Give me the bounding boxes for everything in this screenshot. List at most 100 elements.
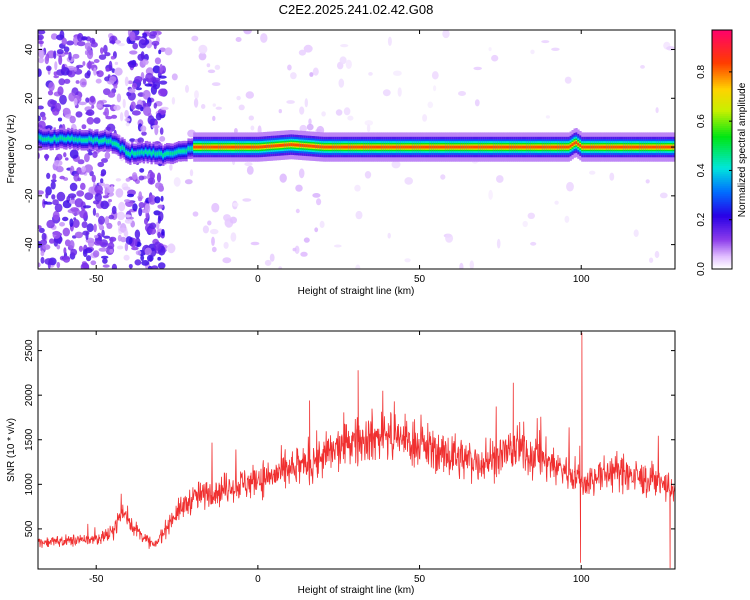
heatmap-cell [146,227,152,234]
heatmap-cell [519,145,522,149]
heatmap-cell [82,61,86,66]
heatmap-cell [141,131,147,136]
heatmap-cell [223,214,231,222]
colorbar-segment [712,205,732,208]
colorbar-segment [712,231,732,234]
colorbar-segment [712,233,732,236]
heatmap-cell [82,138,85,142]
heatmap-cell [110,55,116,60]
heatmap-cell [171,152,175,156]
heatmap-cell [145,72,154,83]
colorbar-segment [712,141,732,145]
heatmap-cell [398,145,402,149]
heatmap-cell [321,145,324,149]
heatmap-ytick-label: -40 [24,237,35,252]
colorbar-segment [712,193,732,196]
heatmap-cell [214,64,221,70]
snr-xtick-label: 0 [255,574,261,585]
heatmap-cell [58,55,63,66]
heatmap-cell [135,250,142,256]
heatmap-cell [382,89,391,97]
heatmap-cell [166,151,169,155]
heatmap-cell [158,88,168,95]
heatmap-cell [274,144,277,148]
heatmap-cell [528,145,532,149]
heatmap-cell [38,105,44,110]
heatmap-cell [486,145,489,149]
heatmap-cell [105,67,110,72]
colorbar-segment [712,53,732,57]
heatmap-cell [198,44,208,54]
heatmap-cell [104,151,111,160]
heatmap-cell [305,144,308,148]
heatmap-cell [179,149,182,153]
heatmap-cell [131,110,141,116]
colorbar-segment [712,219,732,222]
colorbar-segment [712,167,732,170]
colorbar-segment [712,97,732,101]
heatmap-cell [63,247,67,255]
heatmap-cell [295,184,303,192]
heatmap-cell [129,138,136,143]
heatmap-cell [42,244,51,250]
colorbar-segment [712,49,732,53]
heatmap-cell [195,145,198,149]
heatmap-cell [491,54,499,62]
heatmap-cell [260,33,268,43]
heatmap-cell [495,145,499,149]
colorbar-segment [712,77,732,81]
heatmap-cell [143,103,151,107]
heatmap-cell [373,145,376,149]
heatmap-cell [664,145,667,149]
heatmap-xtick-label: -50 [89,274,104,285]
heatmap-cell [379,145,382,149]
colorbar-segment [712,225,732,228]
heatmap-cell [232,145,235,149]
heatmap-cell [70,207,79,212]
heatmap-cell [147,177,156,185]
heatmap-cell [530,49,535,55]
heatmap-cell [51,194,56,200]
heatmap-cell [299,143,303,147]
heatmap-cell [554,145,557,149]
heatmap-cell [84,72,91,79]
heatmap-cell [602,145,605,149]
heatmap-cell [52,230,61,239]
colorbar-segment [712,227,732,230]
heatmap-cell [104,216,110,226]
colorbar-segment [712,149,732,152]
heatmap-cell [157,204,164,209]
colorbar-segment [712,75,732,79]
heatmap-cell [98,54,107,60]
heatmap-cell [150,152,153,156]
heatmap-cell [563,145,567,149]
heatmap-cell [257,145,260,149]
colorbar-segment [712,195,732,198]
colorbar-segment [712,137,732,141]
heatmap-cell [78,101,87,106]
colorbar-segment [712,65,732,69]
heatmap-cell [577,142,580,146]
colorbar-tick-label: 0.2 [696,212,707,226]
colorbar-tick-label: 0.8 [696,64,707,78]
colorbar-segment [712,51,732,55]
heatmap-cell [38,225,42,229]
heatmap-cell [157,256,162,261]
heatmap-cell [368,72,373,76]
heatmap-cell [433,85,437,92]
heatmap-cell [354,145,357,149]
heatmap-cell [620,145,623,149]
heatmap-cell [443,145,446,149]
heatmap-cell [232,202,239,207]
heatmap-cell [294,143,297,147]
heatmap-cell [245,145,248,149]
heatmap-cell [250,241,260,246]
heatmap-cell [118,227,127,232]
heatmap-cell [355,264,361,269]
heatmap-cell [365,145,369,149]
heatmap-cell [46,65,52,72]
heatmap-cell [59,30,65,39]
heatmap-cell [299,106,305,115]
heatmap-cell [469,260,474,269]
heatmap-cell [546,145,549,149]
